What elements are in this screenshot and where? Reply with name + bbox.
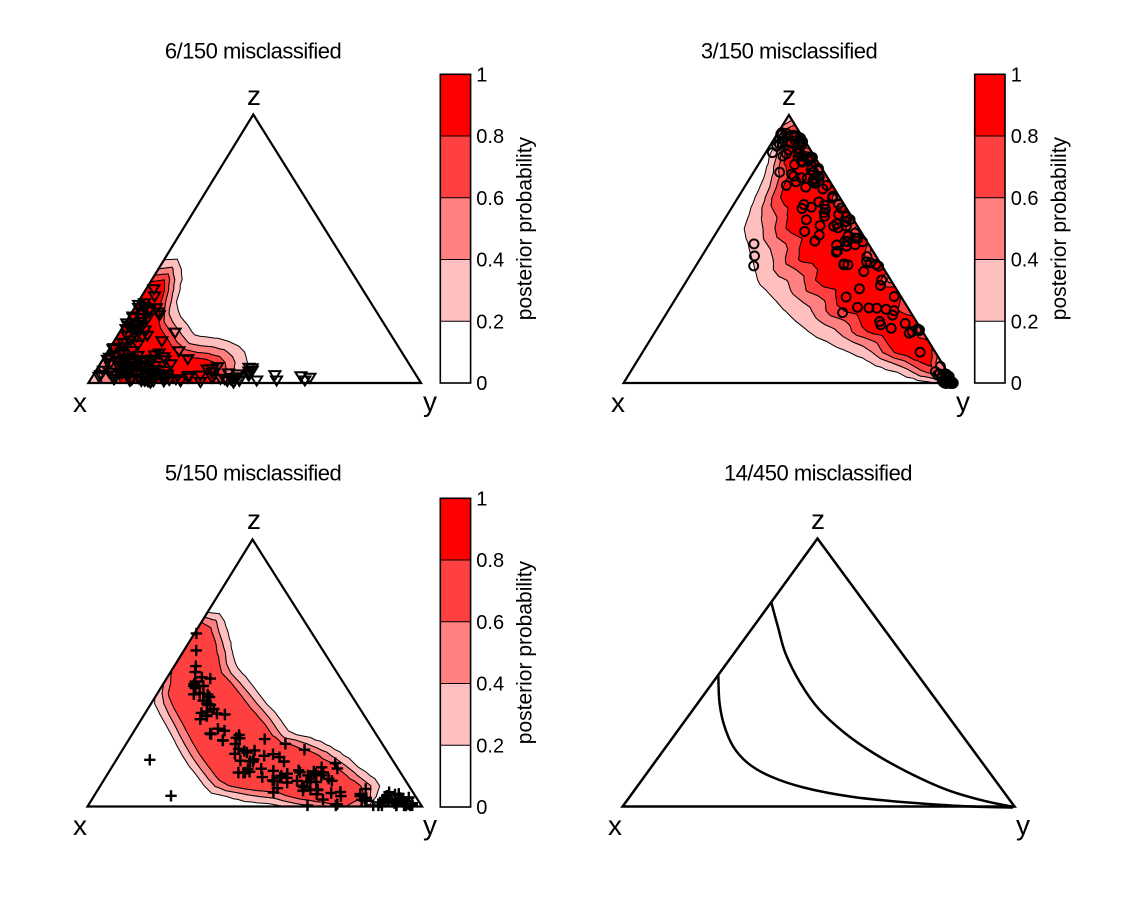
svg-text:0: 0 [1011, 373, 1022, 395]
svg-text:y: y [1016, 810, 1030, 841]
svg-text:1: 1 [476, 488, 487, 510]
svg-text:z: z [247, 504, 261, 535]
svg-text:0.2: 0.2 [476, 311, 504, 333]
svg-text:0: 0 [476, 373, 487, 395]
svg-text:y: y [423, 386, 437, 417]
svg-text:0.2: 0.2 [476, 735, 504, 757]
svg-text:y: y [423, 810, 437, 841]
svg-text:z: z [811, 504, 825, 535]
svg-text:posterior probability: posterior probability [514, 560, 537, 744]
svg-text:x: x [73, 810, 87, 841]
svg-text:0.4: 0.4 [476, 250, 504, 272]
svg-text:0.8: 0.8 [1011, 126, 1039, 148]
svg-text:14/450 misclassified: 14/450 misclassified [724, 460, 912, 485]
svg-text:1: 1 [1011, 64, 1022, 86]
svg-text:posterior probability: posterior probability [1048, 136, 1071, 320]
svg-text:x: x [611, 387, 625, 418]
svg-text:x: x [73, 387, 87, 418]
svg-text:1: 1 [476, 64, 487, 86]
svg-text:z: z [782, 80, 796, 111]
svg-text:y: y [956, 386, 970, 417]
svg-text:0.8: 0.8 [476, 550, 504, 572]
svg-text:0.6: 0.6 [1011, 188, 1039, 210]
svg-text:3/150 misclassified: 3/150 misclassified [701, 38, 877, 63]
svg-text:5/150 misclassified: 5/150 misclassified [165, 460, 341, 485]
svg-text:6/150 misclassified: 6/150 misclassified [165, 38, 341, 63]
svg-text:0.6: 0.6 [476, 188, 504, 210]
svg-text:x: x [608, 810, 622, 841]
svg-text:z: z [247, 80, 261, 111]
svg-text:0.4: 0.4 [1011, 250, 1039, 272]
svg-text:0.4: 0.4 [476, 674, 504, 696]
svg-text:0.2: 0.2 [1011, 311, 1039, 333]
svg-text:0.8: 0.8 [476, 126, 504, 148]
svg-text:0: 0 [476, 797, 487, 819]
svg-text:posterior probability: posterior probability [514, 136, 537, 320]
svg-text:0.6: 0.6 [476, 612, 504, 634]
